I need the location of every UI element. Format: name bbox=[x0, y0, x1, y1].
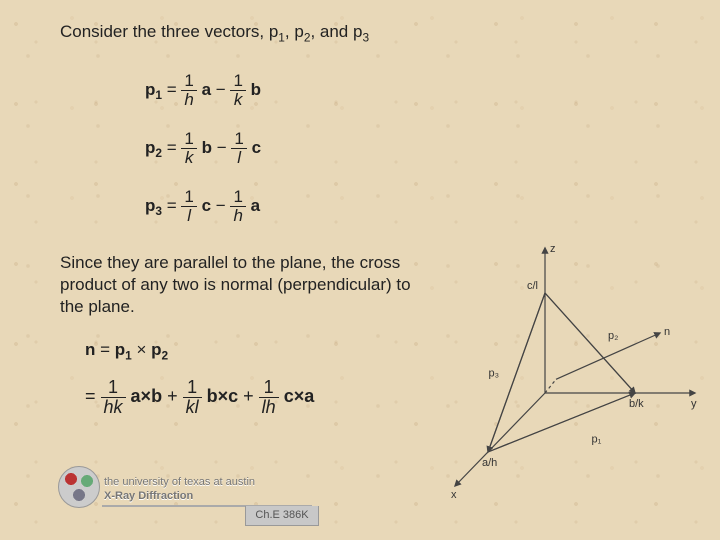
svg-text:n: n bbox=[664, 326, 670, 338]
svg-text:z: z bbox=[550, 243, 556, 255]
svg-text:b/k: b/k bbox=[629, 398, 644, 410]
svg-text:a/h: a/h bbox=[482, 457, 497, 469]
footer-university: the university of texas at austin bbox=[104, 476, 255, 488]
equation-p2: p2 = 1k b − 1l c bbox=[145, 130, 261, 167]
intro-text: Consider the three vectors, p1, p2, and … bbox=[60, 22, 369, 44]
svg-text:p₂: p₂ bbox=[608, 330, 618, 342]
svg-text:p₁: p₁ bbox=[592, 434, 602, 446]
svg-text:x: x bbox=[451, 489, 457, 498]
svg-text:y: y bbox=[691, 398, 697, 410]
explanation-text: Since they are parallel to the plane, th… bbox=[60, 252, 430, 318]
axes-diagram: z y x n p₁ p₂ p₃ c/l b/k a/h bbox=[410, 238, 700, 498]
footer-title: X-Ray Diffraction bbox=[104, 490, 193, 502]
equation-p3: p3 = 1l c − 1h a bbox=[145, 188, 260, 225]
svg-text:c/l: c/l bbox=[527, 280, 538, 292]
equation-n: n = p1 × p2 bbox=[85, 340, 168, 362]
footer-course: Ch.E 386K bbox=[245, 506, 319, 526]
ut-logo bbox=[58, 466, 100, 508]
equation-p1: p1 = 1h a − 1k b bbox=[145, 72, 261, 109]
svg-text:p₃: p₃ bbox=[489, 368, 500, 380]
equation-n-expanded: = 1hk a×b + 1kl b×c + 1lh c×a bbox=[85, 378, 314, 417]
